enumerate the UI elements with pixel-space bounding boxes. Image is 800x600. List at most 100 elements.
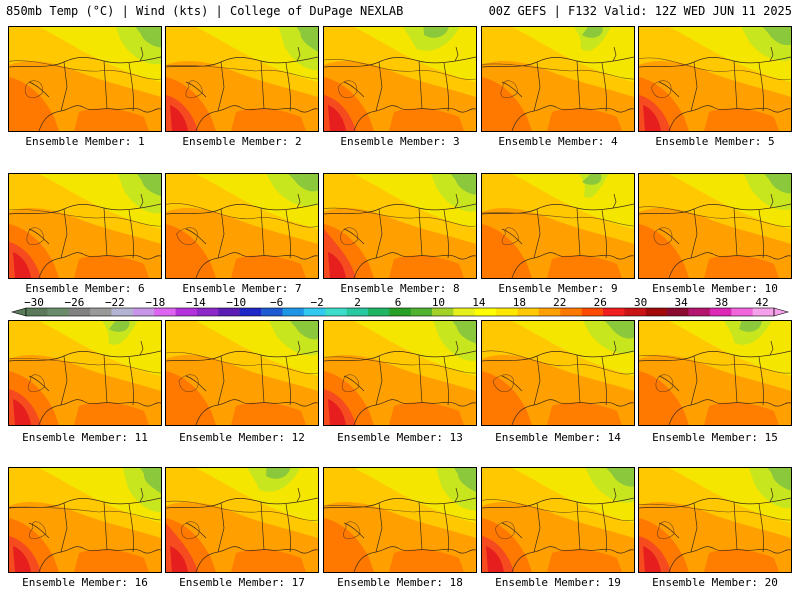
ensemble-member-label: Ensemble Member: 18 — [337, 576, 463, 589]
colorbar-segment — [624, 308, 647, 316]
colorbar-tick-label: −18 — [145, 296, 165, 309]
colorbar-segment — [645, 308, 668, 316]
colorbar-tick-label: −14 — [186, 296, 206, 309]
colorbar-segment — [560, 308, 582, 316]
colorbar-segment — [282, 308, 305, 316]
colorbar-segment — [196, 308, 219, 316]
ensemble-member-label: Ensemble Member: 7 — [182, 282, 302, 295]
temperature-field — [482, 27, 634, 131]
colorbar-tick-label: 30 — [634, 296, 647, 309]
temperature-field — [639, 27, 791, 131]
ensemble-member-label: Ensemble Member: 3 — [340, 135, 460, 148]
colorbar-segment — [432, 308, 454, 316]
ensemble-member-map — [481, 173, 635, 279]
ensemble-member-map — [481, 320, 635, 426]
ensemble-member-map — [8, 467, 162, 573]
ensemble-member-map — [638, 173, 792, 279]
temperature-field — [482, 321, 634, 425]
temperature-field — [324, 174, 476, 278]
ensemble-member-label: Ensemble Member: 11 — [22, 431, 148, 444]
temperature-field — [166, 321, 318, 425]
temperature-field — [639, 321, 791, 425]
ensemble-member-label: Ensemble Member: 8 — [340, 282, 460, 295]
colorbar-tick-label: 34 — [674, 296, 688, 309]
ensemble-member-map — [481, 467, 635, 573]
ensemble-member-label: Ensemble Member: 16 — [22, 576, 148, 589]
colorbar-tick-label: −22 — [105, 296, 125, 309]
ensemble-member-map — [165, 173, 319, 279]
ensemble-member-label: Ensemble Member: 4 — [498, 135, 618, 148]
colorbar-segment — [538, 308, 561, 316]
temperature-field — [166, 174, 318, 278]
ensemble-member-map — [638, 467, 792, 573]
colorbar-tick-label: −6 — [270, 296, 283, 309]
colorbar-tick-label: 6 — [395, 296, 402, 309]
temperature-colorbar: −30 −26 −22 −18 −14 −10 −6 −2 2 6 10 14 18 22 26 30 34 38… — [10, 296, 790, 317]
colorbar-segment — [132, 308, 155, 316]
colorbar-tick-label: 38 — [715, 296, 728, 309]
temperature-field — [9, 27, 161, 131]
colorbar-segment — [111, 308, 134, 316]
ensemble-member-label: Ensemble Member: 13 — [337, 431, 463, 444]
colorbar-segment — [517, 308, 540, 316]
ensemble-member-map — [165, 26, 319, 132]
ensemble-member-map — [165, 320, 319, 426]
temperature-field — [9, 174, 161, 278]
temperature-field — [166, 27, 318, 131]
colorbar-segment — [752, 308, 775, 316]
colorbar-segment — [239, 308, 262, 316]
ensemble-member-label: Ensemble Member: 12 — [179, 431, 305, 444]
temperature-field — [9, 468, 161, 572]
temperature-field — [9, 321, 161, 425]
colorbar-tick-label: −30 — [24, 296, 44, 309]
temperature-field — [324, 321, 476, 425]
map-title: 850mb Temp (°C) | Wind (kts) | College o… — [6, 4, 404, 18]
colorbar-tick-label: 42 — [755, 296, 768, 309]
ensemble-member-map — [323, 320, 477, 426]
colorbar-segment — [175, 308, 198, 316]
ensemble-member-label: Ensemble Member: 1 — [25, 135, 145, 148]
colorbar-segment — [581, 308, 604, 316]
temperature-field — [639, 468, 791, 572]
ensemble-member-map — [638, 320, 792, 426]
colorbar-left-arrow — [10, 307, 27, 317]
colorbar-tick-label: −26 — [65, 296, 85, 309]
ensemble-member-label: Ensemble Member: 19 — [495, 576, 621, 589]
colorbar-segment — [47, 308, 70, 316]
model-run-info: 00Z GEFS | F132 Valid: 12Z WED JUN 11 20… — [488, 4, 792, 18]
ensemble-member-label: Ensemble Member: 10 — [652, 282, 778, 295]
colorbar-segment — [90, 308, 112, 316]
colorbar-segment — [346, 308, 369, 316]
colorbar-right-arrow — [773, 307, 790, 317]
ensemble-member-label: Ensemble Member: 9 — [498, 282, 618, 295]
ensemble-member-map — [8, 26, 162, 132]
ensemble-member-label: Ensemble Member: 17 — [179, 576, 305, 589]
colorbar-segment — [367, 308, 390, 316]
ensemble-member-map — [165, 467, 319, 573]
colorbar-segment — [496, 308, 518, 316]
ensemble-member-label: Ensemble Member: 5 — [655, 135, 775, 148]
colorbar-segment — [68, 308, 91, 316]
colorbar-tick-label: 2 — [354, 296, 361, 309]
colorbar-segment — [474, 308, 497, 316]
colorbar-segment — [410, 308, 433, 316]
ensemble-member-label: Ensemble Member: 15 — [652, 431, 778, 444]
colorbar-segment — [667, 308, 689, 316]
temperature-field — [324, 468, 476, 572]
temperature-field — [324, 27, 476, 131]
colorbar-segment — [26, 308, 48, 316]
colorbar-tick-label: −2 — [310, 296, 323, 309]
ensemble-member-label: Ensemble Member: 6 — [25, 282, 145, 295]
ensemble-member-map — [8, 320, 162, 426]
colorbar-segment — [389, 308, 411, 316]
ensemble-member-map — [638, 26, 792, 132]
ensemble-member-map — [323, 467, 477, 573]
ensemble-member-map — [8, 173, 162, 279]
ensemble-member-label: Ensemble Member: 14 — [495, 431, 621, 444]
ensemble-member-map — [323, 26, 477, 132]
colorbar-tick-label: 26 — [594, 296, 607, 309]
colorbar-tick-label: 10 — [432, 296, 445, 309]
ensemble-member-label: Ensemble Member: 20 — [652, 576, 778, 589]
ensemble-member-map — [481, 26, 635, 132]
temperature-field — [482, 174, 634, 278]
